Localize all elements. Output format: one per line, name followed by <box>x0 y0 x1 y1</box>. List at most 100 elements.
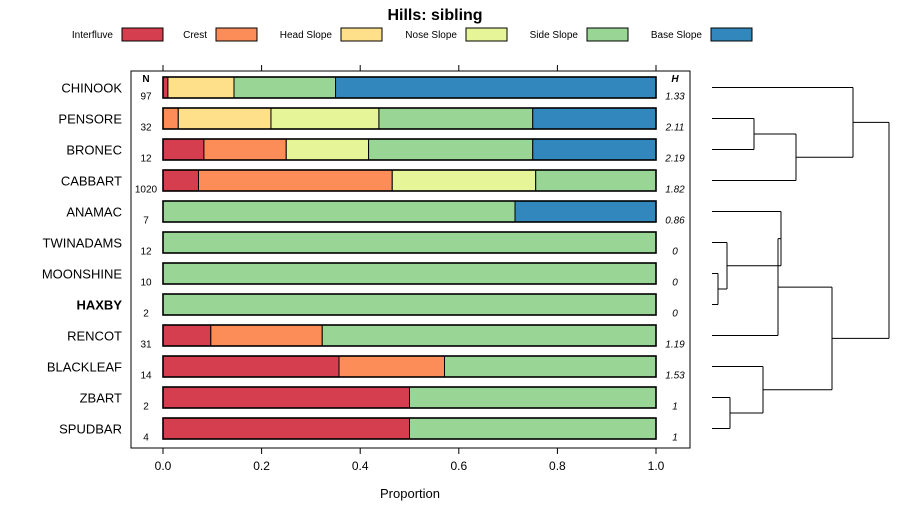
x-tick-label-2: 0.4 <box>352 459 369 473</box>
bar-pensore-base-slope <box>532 107 657 130</box>
bar-chinook-head-slope <box>167 76 235 99</box>
bar-spudbar-interfluve <box>162 417 410 440</box>
row-label-pensore: PENSORE <box>58 112 122 127</box>
row-label-moonshine: MOONSHINE <box>42 267 123 282</box>
bar-rencot-side-slope <box>321 324 657 347</box>
bar-zbart-interfluve <box>162 386 410 409</box>
x-axis: 0.0 0.2 0.4 0.6 0.8 1.0 <box>155 65 665 473</box>
h-value-chinook: 1.33 <box>665 92 685 103</box>
bar-spudbar-side-slope <box>409 417 657 440</box>
row-label-blackleaf: BLACKLEAF <box>47 360 122 375</box>
h-value-spudbar: 1 <box>672 433 678 444</box>
legend-swatch-base-slope <box>710 27 753 42</box>
n-value-haxby: 2 <box>143 309 149 320</box>
h-header: H <box>671 74 679 85</box>
bar-outline-bronec <box>162 138 657 161</box>
x-tick-label-5: 1.0 <box>648 459 665 473</box>
bar-rencot-crest <box>210 324 323 347</box>
n-value-anamac: 7 <box>143 216 149 227</box>
x-tick-label-0: 0.0 <box>155 459 172 473</box>
bar-pensore-head-slope <box>177 107 272 130</box>
n-value-zbart: 2 <box>143 402 149 413</box>
bar-zbart-side-slope <box>409 386 657 409</box>
legend-label-head-slope: Head Slope <box>280 30 333 41</box>
n-value-rencot: 31 <box>140 340 152 351</box>
bar-outline-anamac <box>162 200 657 223</box>
bar-cabbart-nose-slope <box>391 169 537 192</box>
plot-frame <box>130 70 691 449</box>
n-value-blackleaf: 14 <box>140 371 152 382</box>
row-label-rencot: RENCOT <box>67 329 122 344</box>
n-value-moonshine: 10 <box>140 278 152 289</box>
legend-swatch-side-slope <box>586 27 629 42</box>
legend-swatch-interfluve <box>121 27 164 42</box>
dendrogram <box>712 87 890 429</box>
row-label-chinook: CHINOOK <box>61 81 122 96</box>
h-value-zbart: 1 <box>672 402 678 413</box>
bar-bronec-crest <box>203 138 287 161</box>
h-value-blackleaf: 1.53 <box>665 371 685 382</box>
h-value-haxby: 0 <box>672 309 678 320</box>
bar-twinadams-side-slope <box>162 231 657 254</box>
n-value-cabbart: 1020 <box>135 185 158 196</box>
x-tick-label-4: 0.8 <box>549 459 566 473</box>
bar-outline-zbart <box>162 386 657 409</box>
row-label-twinadams: TWINADAMS <box>43 236 123 251</box>
bar-bronec-nose-slope <box>285 138 370 161</box>
bar-outline-rencot <box>162 324 657 347</box>
n-value-spudbar: 4 <box>143 433 149 444</box>
h-value-twinadams: 0 <box>672 247 678 258</box>
bar-bronec-interfluve <box>162 138 205 161</box>
bar-bronec-side-slope <box>368 138 534 161</box>
row-label-anamac: ANAMAC <box>66 205 122 220</box>
legend-swatch-head-slope <box>340 27 383 42</box>
n-value-twinadams: 12 <box>140 247 152 258</box>
bar-cabbart-side-slope <box>535 169 657 192</box>
bar-outline-moonshine <box>162 262 657 285</box>
h-value-anamac: 0.86 <box>665 216 685 227</box>
bar-blackleaf-interfluve <box>162 355 340 378</box>
bar-anamac-side-slope <box>162 200 516 223</box>
chart-title: Hills: sibling <box>387 7 482 24</box>
legend: Interfluve Crest Head Slope Nose Slope Side … <box>72 27 753 42</box>
bar-blackleaf-crest <box>338 355 446 378</box>
legend-swatch-crest <box>215 27 258 42</box>
x-axis-title: Proportion <box>380 486 440 501</box>
bar-anamac-base-slope <box>514 200 657 223</box>
row-label-cabbart: CABBART <box>61 174 122 189</box>
bar-cabbart-interfluve <box>162 169 199 192</box>
legend-label-crest: Crest <box>183 30 207 41</box>
bar-outline-chinook <box>162 76 657 99</box>
legend-swatch-nose-slope <box>465 27 508 42</box>
bar-blackleaf-side-slope <box>444 355 657 378</box>
row-label-haxby: HAXBY <box>76 298 122 313</box>
legend-label-side-slope: Side Slope <box>530 30 579 41</box>
n-header: N <box>142 74 149 85</box>
bar-pensore-crest <box>162 107 179 130</box>
bars-group <box>162 76 657 440</box>
legend-label-interfluve: Interfluve <box>72 30 114 41</box>
row-label-bronec: BRONEC <box>66 143 122 158</box>
bar-chinook-side-slope <box>233 76 337 99</box>
bar-pensore-nose-slope <box>270 107 380 130</box>
n-value-bronec: 12 <box>140 154 152 165</box>
bar-chinook-base-slope <box>335 76 657 99</box>
bar-rencot-interfluve <box>162 324 212 347</box>
n-value-chinook: 97 <box>140 92 152 103</box>
h-value-bronec: 2.19 <box>664 154 685 165</box>
bar-outline-twinadams <box>162 231 657 254</box>
bar-pensore-side-slope <box>378 107 534 130</box>
h-value-cabbart: 1.82 <box>665 185 685 196</box>
bar-bronec-base-slope <box>532 138 657 161</box>
row-label-zbart: ZBART <box>80 391 122 406</box>
bar-outline-spudbar <box>162 417 657 440</box>
bar-outline-cabbart <box>162 169 657 192</box>
bar-outline-blackleaf <box>162 355 657 378</box>
h-value-pensore: 2.11 <box>665 123 685 134</box>
legend-label-base-slope: Base Slope <box>651 30 703 41</box>
h-value-rencot: 1.19 <box>665 340 685 351</box>
bar-haxby-side-slope <box>162 293 657 316</box>
x-tick-label-1: 0.2 <box>253 459 270 473</box>
